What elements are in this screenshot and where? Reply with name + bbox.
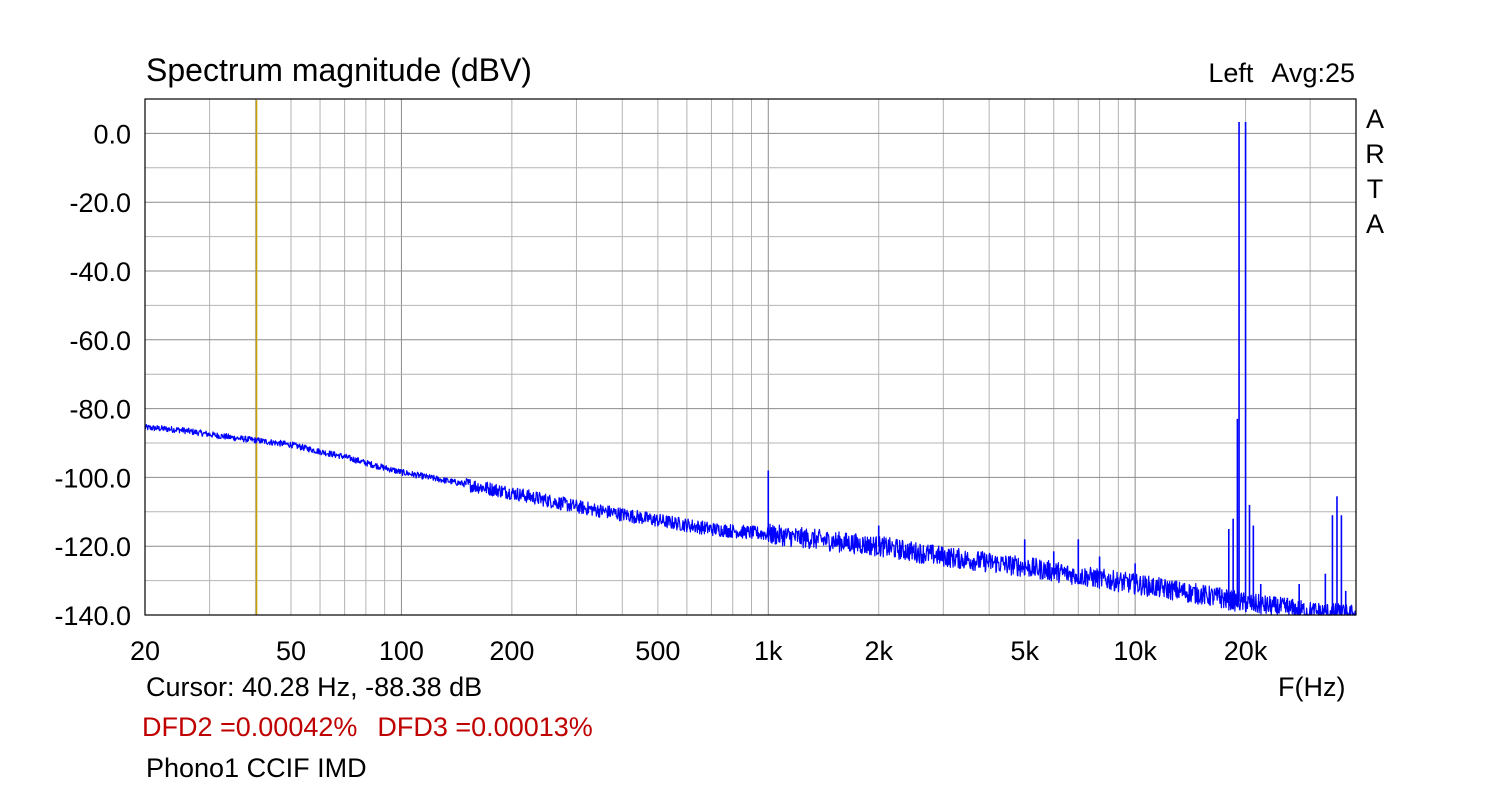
x-axis-labels: 20 50 100 200 500 1k 2k 5k 10k 20k	[130, 636, 1268, 666]
x-axis-title: F(Hz)	[1278, 672, 1346, 702]
x-tick-label: 200	[489, 636, 534, 666]
series-layer	[144, 122, 1357, 616]
x-tick-label: 20k	[1224, 636, 1268, 666]
status-readout: Left Avg:25	[1208, 58, 1355, 89]
distortion-readout: DFD2 =0.00042% DFD3 =0.00013%	[142, 712, 593, 743]
chart-title: Spectrum magnitude (dBV)	[146, 52, 532, 88]
brand-watermark: A R T A	[1360, 102, 1390, 242]
y-tick-label: -140.0	[54, 601, 131, 631]
spectrum-noise-trace	[144, 423, 1357, 616]
x-tick-label: 100	[379, 636, 424, 666]
y-tick-label: 0.0	[93, 119, 131, 149]
brand-letter: A	[1365, 209, 1384, 239]
brand-letter: R	[1365, 139, 1385, 169]
y-axis-labels: 0.0 -20.0 -40.0 -60.0 -80.0 -100.0 -120.0 -140.…	[54, 119, 131, 631]
brand-letter: A	[1365, 104, 1384, 134]
x-tick-label: 50	[276, 636, 306, 666]
x-tick-label: 20	[130, 636, 160, 666]
measurement-caption: Phono1 CCIF IMD	[146, 753, 367, 783]
plot-frame	[144, 98, 1357, 616]
dfd3-value: DFD3 =0.00013%	[377, 712, 593, 742]
y-tick-label: -120.0	[54, 532, 131, 562]
y-tick-label: -100.0	[54, 463, 131, 493]
x-tick-label: 1k	[754, 636, 783, 666]
y-tick-label: -40.0	[69, 257, 131, 287]
x-tick-label: 10k	[1113, 636, 1157, 666]
brand-letter: T	[1366, 174, 1384, 204]
y-tick-label: -80.0	[69, 395, 131, 425]
x-tick-label: 500	[635, 636, 680, 666]
channel-label: Left	[1208, 58, 1254, 88]
y-tick-label: -60.0	[69, 326, 131, 356]
x-tick-label: 5k	[1010, 636, 1039, 666]
x-tick-label: 2k	[864, 636, 893, 666]
averaging-label: Avg:25	[1271, 58, 1355, 88]
y-tick-label: -20.0	[69, 188, 131, 218]
dfd2-value: DFD2 =0.00042%	[142, 712, 358, 742]
cursor-readout: Cursor: 40.28 Hz, -88.38 dB	[146, 672, 483, 702]
